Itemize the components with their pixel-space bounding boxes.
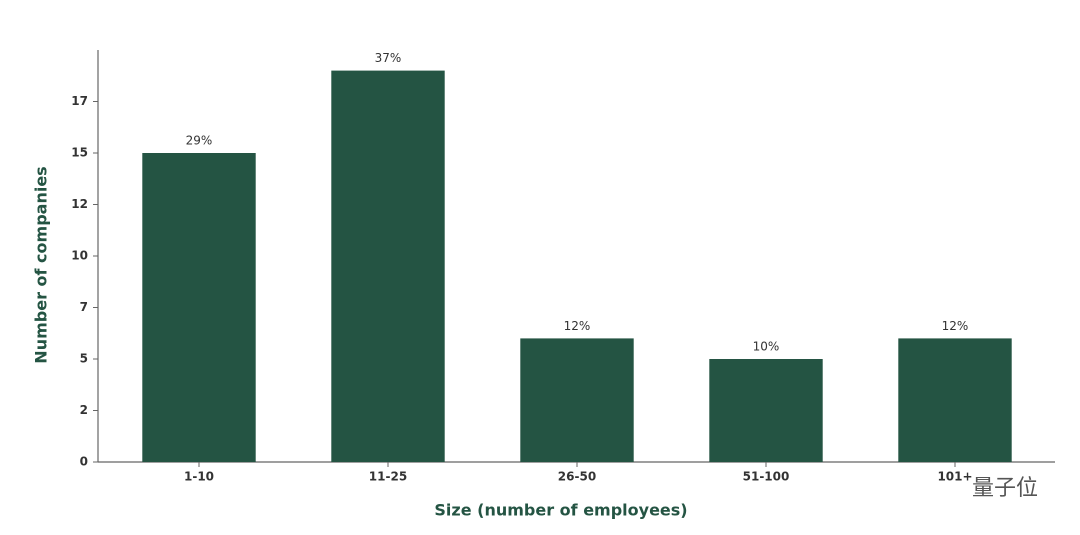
y-tick-label: 15 <box>71 146 88 160</box>
y-tick-label: 7 <box>80 300 88 314</box>
y-tick-label: 17 <box>71 94 88 108</box>
x-axis-title: Size (number of employees) <box>434 501 687 520</box>
bar-label: 37% <box>375 51 402 65</box>
x-tick-label: 26-50 <box>558 470 596 484</box>
bar <box>709 359 823 462</box>
bar <box>898 338 1012 462</box>
bar <box>142 153 256 462</box>
x-tick-label: 51-100 <box>743 470 790 484</box>
bar-label: 29% <box>186 134 213 148</box>
x-tick-label: 11-25 <box>369 470 407 484</box>
bar-label: 10% <box>753 340 780 354</box>
bar-label: 12% <box>564 319 591 333</box>
x-tick-label: 101+ <box>937 470 972 484</box>
x-tick-label: 1-10 <box>184 470 214 484</box>
y-axis-title: Number of companies <box>32 166 51 363</box>
y-tick-label: 12 <box>71 197 88 211</box>
bar <box>331 70 445 462</box>
watermark: 量子位 <box>972 476 1038 501</box>
y-tick-label: 0 <box>80 455 88 469</box>
bar-label: 12% <box>942 319 969 333</box>
bar <box>520 338 634 462</box>
y-tick-label: 5 <box>80 352 88 366</box>
y-tick-label: 10 <box>71 249 88 263</box>
y-tick-label: 2 <box>80 403 88 417</box>
